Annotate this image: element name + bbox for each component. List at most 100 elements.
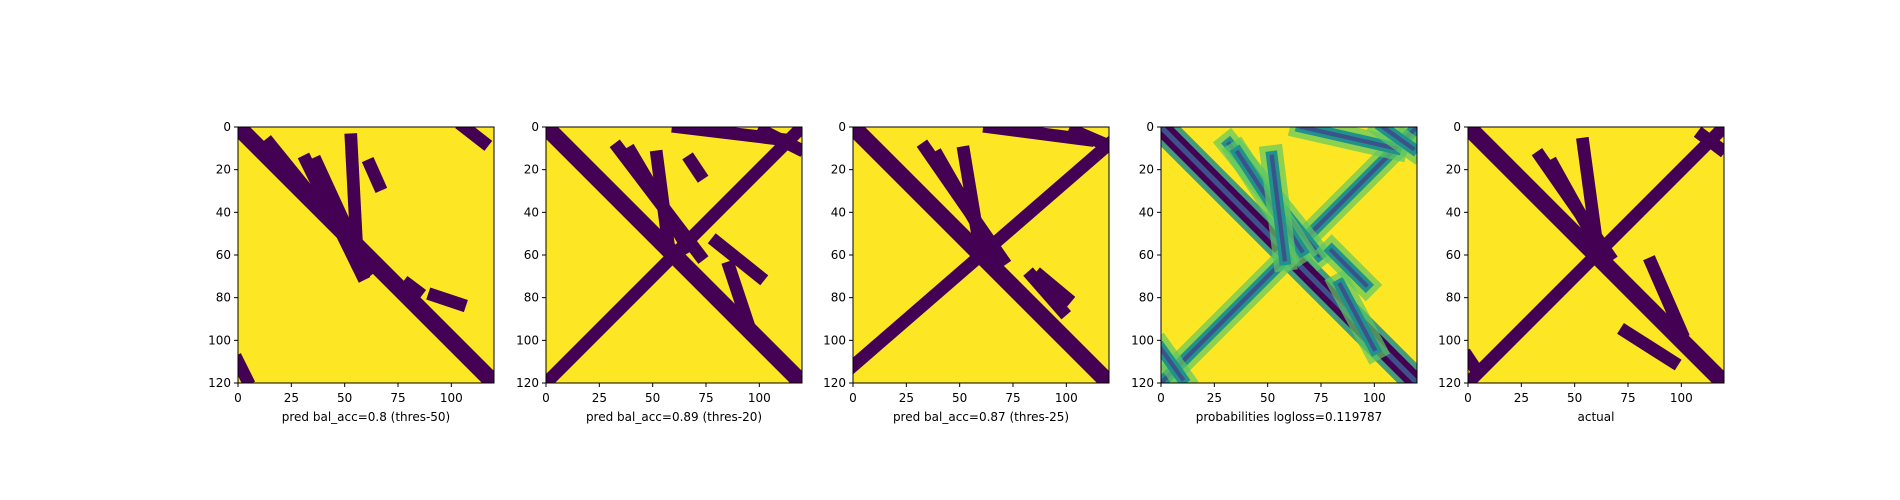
panel-5: 0 25 50 75 100 0 20 40 60 80 100 120 actual <box>1438 120 1725 424</box>
x-axis-label: pred bal_acc=0.89 (thres-20) <box>586 410 762 424</box>
y-axis-ticks: 0 20 40 60 80 100 120 <box>823 120 853 390</box>
contact-core <box>1379 127 1416 152</box>
y-tick-label: 20 <box>831 163 846 177</box>
x-tick-label: 100 <box>1670 391 1693 405</box>
y-tick-label: 0 <box>531 120 539 134</box>
contact-core <box>1299 127 1399 151</box>
contact-band <box>956 145 989 263</box>
y-tick-label: 60 <box>1139 248 1154 262</box>
x-axis-label: actual <box>1578 410 1615 424</box>
x-tick-label: 75 <box>390 391 405 405</box>
y-tick-label: 80 <box>831 291 846 305</box>
x-tick-label: 100 <box>748 391 771 405</box>
x-axis-label: probabilities logloss=0.119787 <box>1196 410 1383 424</box>
contact-band <box>982 127 1095 147</box>
contact-band <box>344 133 365 269</box>
y-tick-label: 0 <box>1453 120 1461 134</box>
contact-band <box>721 259 759 340</box>
y-tick-label: 40 <box>1446 205 1461 219</box>
x-tick-label: 25 <box>1514 391 1529 405</box>
y-tick-label: 20 <box>1446 163 1461 177</box>
x-tick-label: 100 <box>1363 391 1386 405</box>
y-tick-label: 40 <box>1139 205 1154 219</box>
y-tick-label: 120 <box>1438 376 1461 390</box>
y-tick-label: 100 <box>823 333 846 347</box>
x-tick-label: 50 <box>1260 391 1275 405</box>
y-tick-label: 0 <box>1146 120 1154 134</box>
contact-band <box>1066 127 1109 153</box>
y-tick-label: 120 <box>1131 376 1154 390</box>
x-tick-label: 0 <box>234 391 242 405</box>
x-tick-label: 25 <box>284 391 299 405</box>
y-tick-label: 0 <box>838 120 846 134</box>
y-tick-label: 120 <box>208 376 231 390</box>
contact-band <box>426 287 468 313</box>
y-axis-ticks: 0 20 40 60 80 100 120 <box>208 120 238 390</box>
y-tick-label: 60 <box>1446 248 1461 262</box>
y-tick-label: 0 <box>223 120 231 134</box>
panel-3: 0 25 50 75 100 0 20 40 60 80 100 120 pred bal_acc=… <box>823 120 1110 424</box>
contact-band <box>455 127 493 151</box>
contact-band <box>649 149 677 263</box>
y-tick-label: 40 <box>831 205 846 219</box>
y-axis-ticks: 0 20 40 60 80 100 120 <box>516 120 546 390</box>
heatmap-marks <box>853 127 1109 383</box>
y-tick-label: 100 <box>1131 333 1154 347</box>
contact-band <box>361 157 388 193</box>
y-tick-label: 40 <box>524 205 539 219</box>
y-tick-label: 100 <box>208 333 231 347</box>
y-tick-label: 20 <box>216 163 231 177</box>
y-tick-label: 80 <box>1139 291 1154 305</box>
contact-core <box>1337 282 1378 352</box>
x-tick-label: 25 <box>1207 391 1222 405</box>
heatmap-marks <box>1468 127 1724 383</box>
x-tick-label: 25 <box>592 391 607 405</box>
x-tick-label: 0 <box>542 391 550 405</box>
contact-band <box>399 275 427 301</box>
y-axis-ticks: 0 20 40 60 80 100 120 <box>1438 120 1468 390</box>
x-tick-label: 25 <box>899 391 914 405</box>
y-tick-label: 120 <box>823 376 846 390</box>
contact-core <box>1161 345 1186 382</box>
panel-1: 0 25 50 75 100 0 20 40 60 80 100 120 pred bal_acc=… <box>208 120 495 424</box>
x-axis-label: pred bal_acc=0.87 (thres-25) <box>893 410 1069 424</box>
contact-band <box>1617 323 1682 371</box>
contact-band <box>1576 136 1604 246</box>
x-tick-label: 75 <box>1005 391 1020 405</box>
y-tick-label: 20 <box>524 163 539 177</box>
heatmap-marks <box>1161 127 1417 383</box>
contact-band <box>1693 127 1724 158</box>
contact-band <box>1468 127 1724 383</box>
x-tick-label: 0 <box>849 391 857 405</box>
contact-band <box>1643 255 1690 341</box>
x-tick-label: 75 <box>698 391 713 405</box>
contact-band <box>755 127 802 157</box>
contact-core <box>1269 154 1288 262</box>
heatmap-marks <box>546 127 802 383</box>
y-tick-label: 60 <box>216 248 231 262</box>
y-axis-ticks: 0 20 40 60 80 100 120 <box>1131 120 1161 390</box>
panel-4: 0 25 50 75 100 0 20 40 60 80 100 120 probabilities… <box>1131 120 1418 424</box>
x-tick-label: 50 <box>645 391 660 405</box>
x-tick-label: 0 <box>1157 391 1165 405</box>
x-tick-label: 0 <box>1464 391 1472 405</box>
heatmap-marks <box>238 127 494 383</box>
y-tick-label: 20 <box>1139 163 1154 177</box>
y-tick-label: 60 <box>831 248 846 262</box>
x-axis-ticks: 0 25 50 75 100 <box>1157 383 1386 405</box>
x-tick-label: 100 <box>440 391 463 405</box>
x-tick-label: 75 <box>1620 391 1635 405</box>
y-tick-label: 100 <box>1438 333 1461 347</box>
x-tick-label: 100 <box>1055 391 1078 405</box>
x-tick-label: 50 <box>337 391 352 405</box>
y-tick-label: 100 <box>516 333 539 347</box>
y-tick-label: 120 <box>516 376 539 390</box>
contact-band <box>1023 267 1072 320</box>
y-tick-label: 80 <box>1446 291 1461 305</box>
contact-band <box>682 152 709 183</box>
panel-2: 0 25 50 75 100 0 20 40 60 80 100 120 pred bal_acc=… <box>516 120 803 424</box>
y-tick-label: 40 <box>216 205 231 219</box>
x-tick-label: 75 <box>1313 391 1328 405</box>
x-tick-label: 50 <box>1567 391 1582 405</box>
